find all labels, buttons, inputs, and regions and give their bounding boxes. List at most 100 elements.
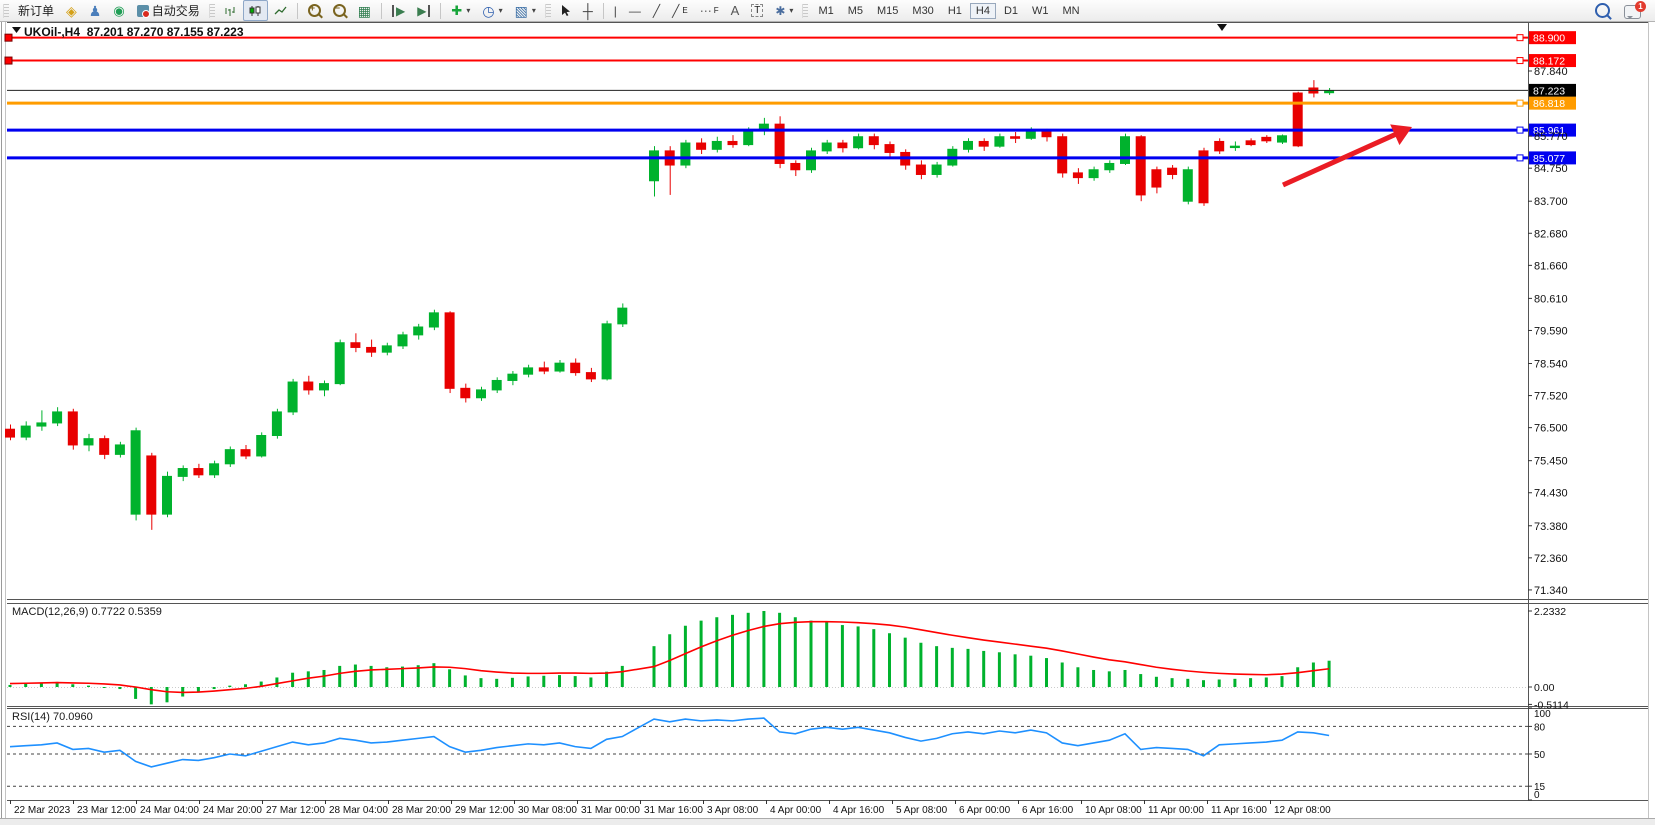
fibonacci-tool[interactable]: ⋯ F [694, 0, 725, 21]
timeframe-M1[interactable]: M1 [818, 4, 834, 17]
time-tick-label[interactable]: 27 Mar 12:00 [266, 805, 325, 816]
tile-windows-button[interactable]: ▦ [352, 0, 377, 21]
text-tool[interactable]: A [725, 0, 746, 21]
macd-histogram-bar [369, 665, 373, 687]
macd-histogram-bar [1170, 678, 1174, 687]
macd-histogram-bar [275, 677, 279, 687]
chart-shift-button[interactable]: ▶ [411, 0, 436, 21]
new-order-label: 新订单 [18, 4, 55, 18]
title-collapse-icon[interactable] [12, 27, 21, 33]
macd-histogram-bar [244, 684, 247, 687]
candle [1025, 129, 1036, 139]
cursor-tool-button[interactable] [554, 0, 577, 21]
navigator-button[interactable]: ◉ [107, 0, 130, 21]
time-tick-label[interactable]: 30 Mar 08:00 [518, 805, 577, 816]
price-tick-label: 78.540 [1534, 358, 1568, 370]
time-tick-label[interactable]: 10 Apr 08:00 [1085, 805, 1142, 816]
label-tool-icon: T [751, 4, 764, 17]
candle [1072, 172, 1083, 179]
toolbar-grip [802, 3, 809, 18]
trendline-tool[interactable]: ╱ [647, 0, 666, 21]
rsi-name: RSI(14) 70.0960 [12, 711, 93, 723]
candle [99, 438, 110, 455]
chart-shift-marker[interactable] [1217, 24, 1227, 31]
time-tick-label[interactable]: 4 Apr 00:00 [770, 805, 822, 816]
macd-histogram-bar [259, 681, 263, 687]
line-chart-button[interactable] [268, 0, 293, 21]
macd-histogram-bar [856, 626, 860, 687]
time-tick-label[interactable]: 24 Mar 20:00 [203, 805, 262, 816]
time-tick-label[interactable]: 12 Apr 08:00 [1274, 805, 1331, 816]
vertical-line-tool[interactable]: | [608, 0, 623, 21]
time-tick-label[interactable]: 28 Mar 04:00 [329, 805, 388, 816]
time-tick-label[interactable]: 31 Mar 00:00 [581, 805, 640, 816]
timeframe-H1[interactable]: H1 [947, 4, 962, 17]
time-tick-label[interactable]: 4 Apr 16:00 [833, 805, 885, 816]
candle [1135, 136, 1146, 196]
autotrading-button[interactable]: 自动交易 [131, 0, 206, 21]
shapes-tool[interactable]: ✱ ▾ [769, 0, 799, 21]
candle [428, 312, 439, 328]
macd-name: MACD(12,26,9) [12, 606, 89, 618]
time-tick-label[interactable]: 22 Mar 2023 [14, 805, 71, 816]
time-tick-label[interactable]: 6 Apr 00:00 [959, 805, 1011, 816]
rsi-label: RSI(14) 70.0960 [12, 711, 93, 723]
macd-histogram-bar [165, 687, 169, 703]
horizontal-line-tool[interactable]: — [623, 0, 647, 21]
time-tick-label[interactable]: 11 Apr 00:00 [1148, 805, 1204, 816]
add-indicator-button[interactable]: ✚ ▾ [445, 0, 476, 21]
market-watch-button[interactable]: ◈ [60, 0, 83, 21]
time-tick-label[interactable]: 24 Mar 04:00 [140, 805, 199, 816]
data-window-button[interactable]: ♟ [83, 0, 108, 21]
time-tick-label[interactable]: 3 Apr 08:00 [707, 805, 759, 816]
price-tick-label: 80.610 [1534, 293, 1568, 305]
price-tick-label: 83.700 [1534, 196, 1568, 208]
macd-histogram-bar [558, 675, 561, 687]
timeframe-M15[interactable]: M15 [877, 4, 899, 17]
label-tool[interactable]: T [745, 0, 769, 21]
time-tick-label[interactable]: 6 Apr 16:00 [1022, 805, 1074, 816]
periods-button[interactable]: ◷ ▾ [476, 0, 508, 21]
macd-histogram-bar [196, 687, 200, 693]
bar-chart-button[interactable] [218, 0, 243, 21]
search-button[interactable] [1595, 3, 1610, 21]
annotation-arrow-shaft[interactable] [1281, 130, 1401, 188]
zoom-in-button[interactable]: + [302, 0, 327, 21]
time-tick-label[interactable]: 29 Mar 12:00 [455, 805, 514, 816]
candle [20, 425, 31, 438]
candle [821, 142, 832, 152]
annotation-arrow-head[interactable] [1390, 124, 1412, 146]
candle [696, 142, 707, 150]
timeframe-MN[interactable]: MN [1062, 4, 1080, 17]
candle [1292, 92, 1303, 147]
macd-histogram-bar [1233, 678, 1237, 687]
notifications-button[interactable]: 1 [1624, 1, 1646, 19]
candle [853, 136, 864, 149]
macd-histogram-bar [463, 675, 467, 687]
timeframe-W1[interactable]: W1 [1032, 4, 1049, 17]
timeframe-D1[interactable]: D1 [1003, 4, 1018, 17]
macd-histogram-bar [903, 637, 907, 687]
time-tick-label[interactable]: 31 Mar 16:00 [644, 805, 703, 816]
candle [303, 381, 314, 391]
time-tick-label[interactable]: 28 Mar 20:00 [392, 805, 451, 816]
time-tick-label[interactable]: 23 Mar 12:00 [77, 805, 136, 816]
macd-histogram-bar [149, 687, 153, 705]
toolbar: 新订单 ◈ ♟ ◉ 自动交易 + − ▦ ▶ ▶ ✚ ▾ ◷ ▾ ▧ ▾ ┼ | — … [0, 0, 1655, 22]
price-tick-label: 73.380 [1534, 521, 1568, 533]
macd-histogram-bar [1076, 667, 1080, 687]
timeframe-M30[interactable]: M30 [912, 4, 934, 17]
zoom-out-button[interactable]: − [327, 0, 352, 21]
time-tick-label[interactable]: 11 Apr 16:00 [1211, 805, 1267, 816]
new-order-button[interactable]: 新订单 [12, 0, 60, 21]
auto-scroll-button[interactable]: ▶ [386, 0, 411, 21]
candlestick-chart-button[interactable] [242, 0, 268, 21]
crosshair-tool-button[interactable]: ┼ [577, 0, 599, 21]
timeframe-M5[interactable]: M5 [847, 4, 863, 17]
timeframe-H4[interactable]: H4 [969, 2, 996, 19]
time-tick-label[interactable]: 5 Apr 08:00 [896, 805, 948, 816]
candle [350, 342, 361, 348]
templates-button[interactable]: ▧ ▾ [509, 0, 542, 21]
channel-tool[interactable]: ╱ E [666, 0, 694, 21]
